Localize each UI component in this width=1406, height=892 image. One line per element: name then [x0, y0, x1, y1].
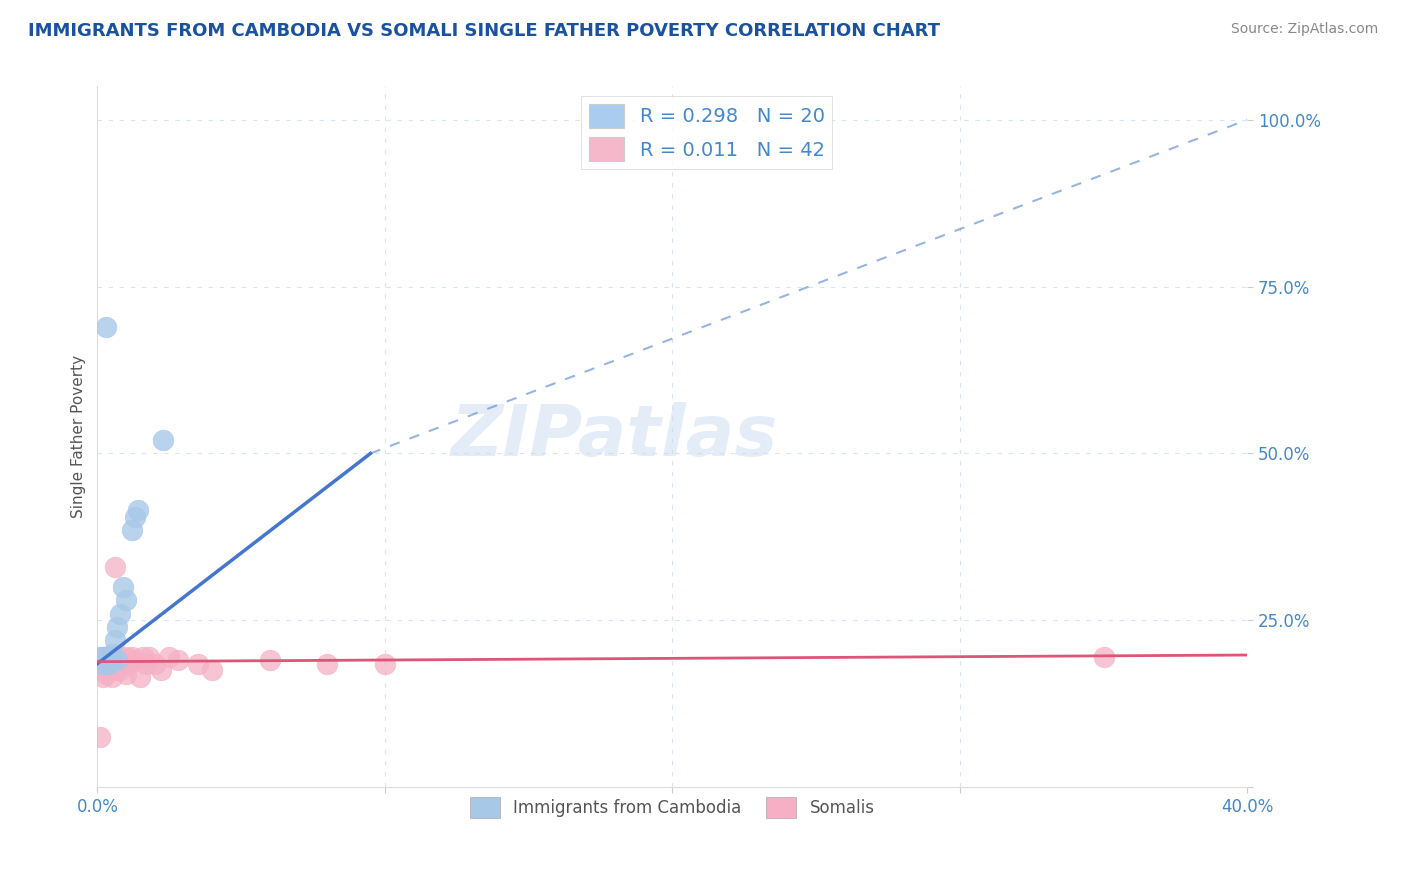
Point	[129, 670, 152, 684]
Point	[374, 657, 396, 671]
Point	[100, 647, 122, 661]
Point	[107, 653, 129, 667]
Point	[97, 657, 120, 671]
Point	[143, 657, 166, 671]
Point	[110, 607, 132, 621]
Text: ZIPatlas: ZIPatlas	[451, 402, 779, 471]
Point	[94, 650, 117, 665]
Point	[121, 523, 143, 537]
Point	[89, 650, 111, 665]
Point	[127, 503, 149, 517]
Point	[187, 657, 209, 671]
Point	[91, 650, 114, 665]
Point	[104, 560, 127, 574]
Point	[89, 657, 111, 671]
Point	[112, 580, 135, 594]
Point	[166, 653, 188, 667]
Point	[1092, 650, 1115, 665]
Point	[94, 319, 117, 334]
Point	[138, 650, 160, 665]
Point	[89, 653, 111, 667]
Point	[316, 657, 339, 671]
Point	[115, 593, 138, 607]
Text: Source: ZipAtlas.com: Source: ZipAtlas.com	[1230, 22, 1378, 37]
Point	[152, 433, 174, 447]
Point	[157, 650, 180, 665]
Point	[132, 650, 155, 665]
Point	[124, 509, 146, 524]
Point	[89, 730, 111, 744]
Point	[107, 653, 129, 667]
Point	[91, 657, 114, 671]
Point	[97, 657, 120, 671]
Point	[91, 650, 114, 665]
Point	[91, 664, 114, 678]
Point	[104, 657, 127, 671]
Point	[124, 653, 146, 667]
Point	[104, 664, 127, 678]
Point	[91, 670, 114, 684]
Point	[100, 670, 122, 684]
Point	[94, 657, 117, 671]
Point	[97, 664, 120, 678]
Point	[149, 664, 172, 678]
Point	[97, 650, 120, 665]
Point	[94, 653, 117, 667]
Point	[100, 664, 122, 678]
Point	[121, 650, 143, 665]
Point	[97, 653, 120, 667]
Point	[259, 653, 281, 667]
Y-axis label: Single Father Poverty: Single Father Poverty	[72, 355, 86, 518]
Point	[104, 633, 127, 648]
Legend: Immigrants from Cambodia, Somalis: Immigrants from Cambodia, Somalis	[463, 790, 882, 824]
Point	[100, 650, 122, 665]
Point	[107, 657, 129, 671]
Point	[115, 650, 138, 665]
Point	[110, 664, 132, 678]
Point	[110, 650, 132, 665]
Point	[115, 666, 138, 681]
Point	[94, 666, 117, 681]
Point	[118, 657, 141, 671]
Point	[112, 657, 135, 671]
Point	[100, 653, 122, 667]
Point	[107, 620, 129, 634]
Point	[94, 657, 117, 671]
Text: IMMIGRANTS FROM CAMBODIA VS SOMALI SINGLE FATHER POVERTY CORRELATION CHART: IMMIGRANTS FROM CAMBODIA VS SOMALI SINGL…	[28, 22, 941, 40]
Point	[201, 664, 224, 678]
Point	[135, 657, 157, 671]
